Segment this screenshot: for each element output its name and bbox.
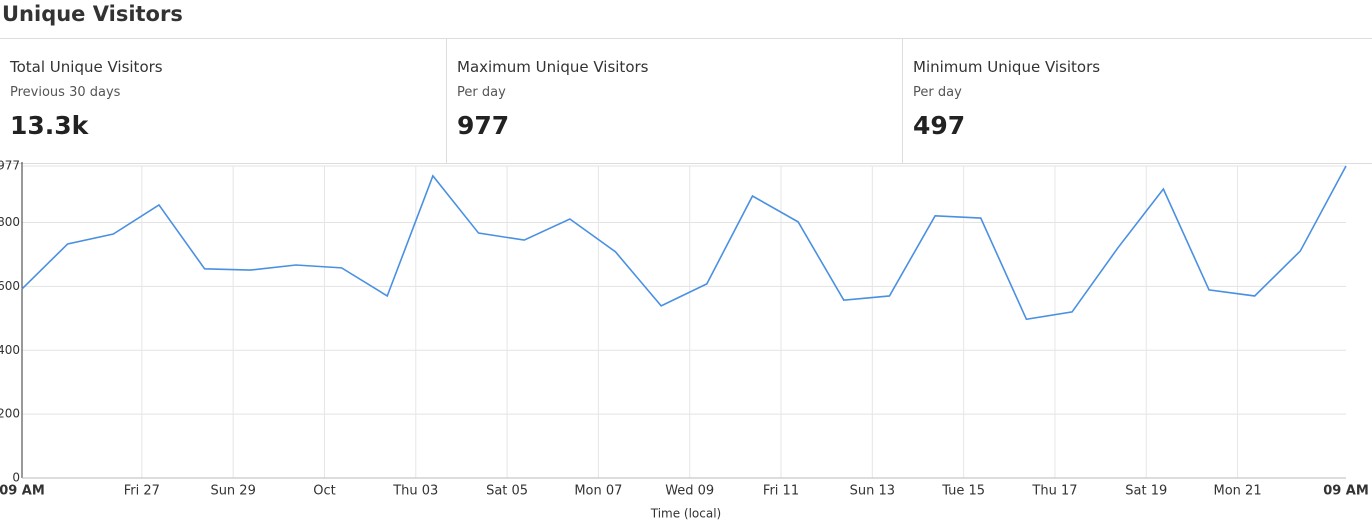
divider xyxy=(0,38,1372,39)
x-tick-label: Sat 19 xyxy=(1125,484,1167,499)
stat-value: 977 xyxy=(457,111,510,140)
x-tick-label: Sat 05 xyxy=(486,484,528,499)
x-tick-label: Thu 03 xyxy=(392,484,438,499)
stat-subtitle: Previous 30 days xyxy=(10,85,121,100)
stat-card: Minimum Unique Visitors Per day 497 xyxy=(903,39,1372,163)
x-tick-label: Oct xyxy=(313,484,335,499)
stat-card: Total Unique Visitors Previous 30 days 1… xyxy=(0,39,447,163)
y-tick-label: 0 xyxy=(12,471,20,485)
x-tick-label: Thu 17 xyxy=(1031,484,1077,499)
y-tick-label: 800 xyxy=(0,215,20,229)
x-tick-label: Fri 11 xyxy=(763,484,799,499)
series-line xyxy=(21,165,1347,321)
y-tick-label: 400 xyxy=(0,343,20,357)
stat-title: Minimum Unique Visitors xyxy=(913,58,1101,76)
stat-value: 13.3k xyxy=(10,111,89,140)
stat-subtitle: Per day xyxy=(913,85,962,100)
x-axis-label: Time (local) xyxy=(650,507,722,520)
x-tick-label: Sun 13 xyxy=(850,484,895,499)
x-tick-label: Mon 21 xyxy=(1214,484,1262,499)
stat-subtitle: Per day xyxy=(457,85,506,100)
stat-value: 497 xyxy=(913,111,966,140)
y-tick-label: 977 xyxy=(0,159,20,173)
x-tick-label: 09 AM xyxy=(0,484,45,499)
stat-title: Total Unique Visitors xyxy=(10,58,163,76)
page-title: Unique Visitors xyxy=(2,2,183,26)
x-tick-label: Wed 09 xyxy=(665,484,714,499)
stat-card: Maximum Unique Visitors Per day 977 xyxy=(447,39,903,163)
stat-title: Maximum Unique Visitors xyxy=(457,58,649,76)
divider xyxy=(0,163,1372,164)
y-tick-label: 600 xyxy=(0,279,20,293)
x-tick-label: Mon 07 xyxy=(574,484,622,499)
x-tick-label: Fri 27 xyxy=(124,484,160,499)
x-tick-label: Sun 29 xyxy=(210,484,255,499)
x-tick-label: Tue 15 xyxy=(941,484,985,499)
y-tick-label: 200 xyxy=(0,407,20,421)
x-tick-label: 09 AM xyxy=(1323,484,1369,499)
